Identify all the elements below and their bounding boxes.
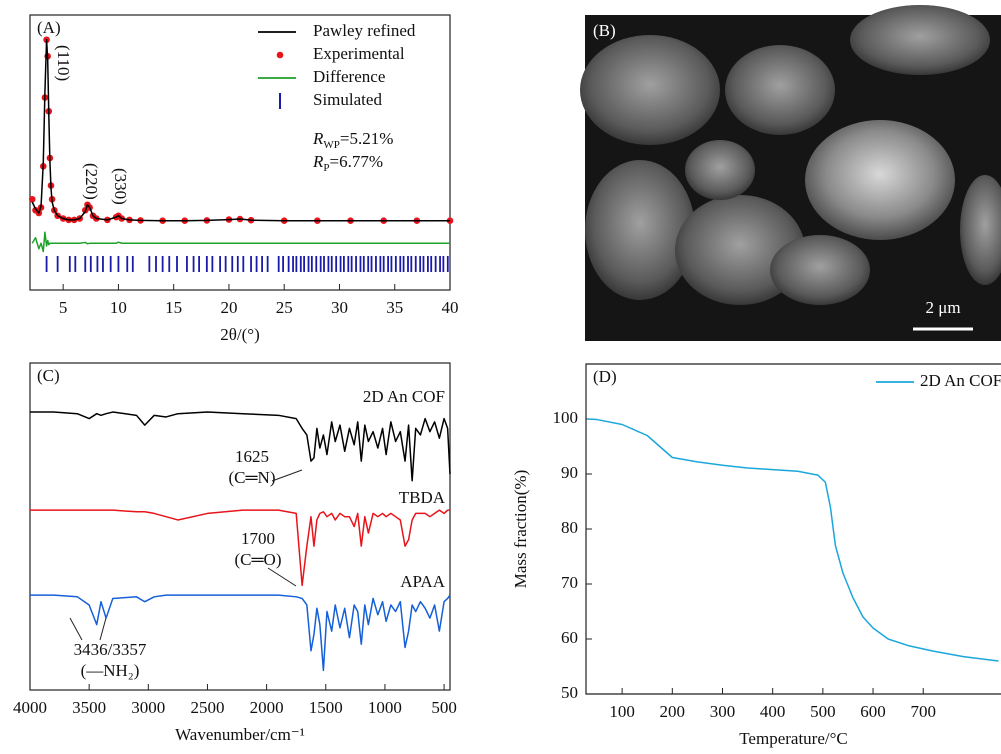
data-line: [586, 418, 999, 662]
x-axis-label: Temperature/°C: [739, 729, 848, 748]
x-tick-label: 30: [331, 298, 348, 317]
y-axis-label: Mass fraction(%): [511, 470, 530, 589]
x-tick-label: 10: [110, 298, 127, 317]
series-label: APAA: [400, 572, 445, 591]
x-tick-label: 35: [386, 298, 403, 317]
peak-label: (330): [111, 168, 130, 205]
fit-statistic: RP=6.77%: [312, 152, 383, 174]
x-tick-label: 700: [910, 702, 936, 721]
x-tick-label: 15: [165, 298, 182, 317]
y-tick-label: 90: [561, 463, 578, 482]
legend-label: Experimental: [313, 44, 405, 63]
panel-label: (D): [593, 367, 617, 386]
panel-label: (C): [37, 366, 60, 385]
legend-label: Simulated: [313, 90, 382, 109]
stat-subscript: WP: [323, 139, 340, 151]
annotation: (C═O): [235, 550, 282, 569]
stat-value: =6.77%: [330, 152, 384, 171]
annotation: 3436/3357: [74, 640, 147, 659]
x-tick-label: 1000: [368, 698, 402, 717]
annotation: (—NH₂): [81, 661, 140, 680]
x-tick-label: 2000: [250, 698, 284, 717]
x-axis-label: Wavenumber/cm⁻¹: [175, 725, 305, 744]
annotation: 1700: [241, 529, 275, 548]
stat-symbol: R: [312, 129, 324, 148]
annotation-leader: [267, 567, 297, 587]
x-tick-label: 2500: [190, 698, 224, 717]
sem-image: [580, 5, 1001, 341]
x-tick-label: 500: [810, 702, 836, 721]
data-line: [30, 594, 451, 672]
annotation-leader: [69, 617, 83, 641]
plot-frame: [29, 14, 451, 291]
peak-label: (220): [82, 163, 101, 200]
fit-statistic: RWP=5.21%: [312, 129, 393, 151]
x-tick-label: 4000: [13, 698, 47, 717]
annotation-leader: [271, 469, 303, 482]
legend-label: Difference: [313, 67, 385, 86]
stat-subscript: P: [323, 162, 329, 174]
peak-label: (110): [54, 45, 73, 81]
x-tick-label: 600: [860, 702, 886, 721]
data-line: [30, 509, 450, 587]
series-label: TBDA: [399, 488, 446, 507]
data-line: [30, 411, 451, 482]
x-tick-label: 400: [760, 702, 786, 721]
x-tick-label: 20: [220, 298, 237, 317]
annotation-leader: [99, 617, 107, 641]
stat-value: =5.21%: [340, 129, 394, 148]
legend-label: 2D An COF: [920, 371, 1001, 390]
data-line: [31, 231, 450, 253]
x-tick-label: 40: [442, 298, 459, 317]
legend-label: Pawley refined: [313, 21, 416, 40]
x-tick-label: 500: [431, 698, 457, 717]
annotation: (C═N): [229, 468, 276, 487]
annotation: 1625: [235, 447, 269, 466]
x-tick-label: 200: [660, 702, 686, 721]
x-tick-label: 100: [609, 702, 635, 721]
x-tick-label: 1500: [309, 698, 343, 717]
panel-label: (A): [37, 18, 61, 37]
x-axis-label: 2θ/(°): [220, 325, 260, 344]
data-point: [28, 195, 36, 203]
y-tick-label: 50: [561, 683, 578, 702]
plot-frame: [585, 363, 1001, 695]
data-line: [31, 39, 450, 222]
plot-frame: [29, 362, 451, 691]
x-tick-label: 25: [276, 298, 293, 317]
series-label: 2D An COF: [363, 387, 445, 406]
scale-bar-label: 2 μm: [925, 298, 960, 317]
x-tick-label: 3500: [72, 698, 106, 717]
legend-swatch: [276, 51, 284, 59]
x-tick-label: 3000: [131, 698, 165, 717]
y-tick-label: 60: [561, 628, 578, 647]
y-tick-label: 70: [561, 573, 578, 592]
x-tick-label: 5: [59, 298, 68, 317]
x-tick-label: 300: [710, 702, 736, 721]
stat-symbol: R: [312, 152, 324, 171]
panel-label: (B): [593, 21, 616, 40]
y-tick-label: 100: [553, 408, 579, 427]
y-tick-label: 80: [561, 518, 578, 537]
